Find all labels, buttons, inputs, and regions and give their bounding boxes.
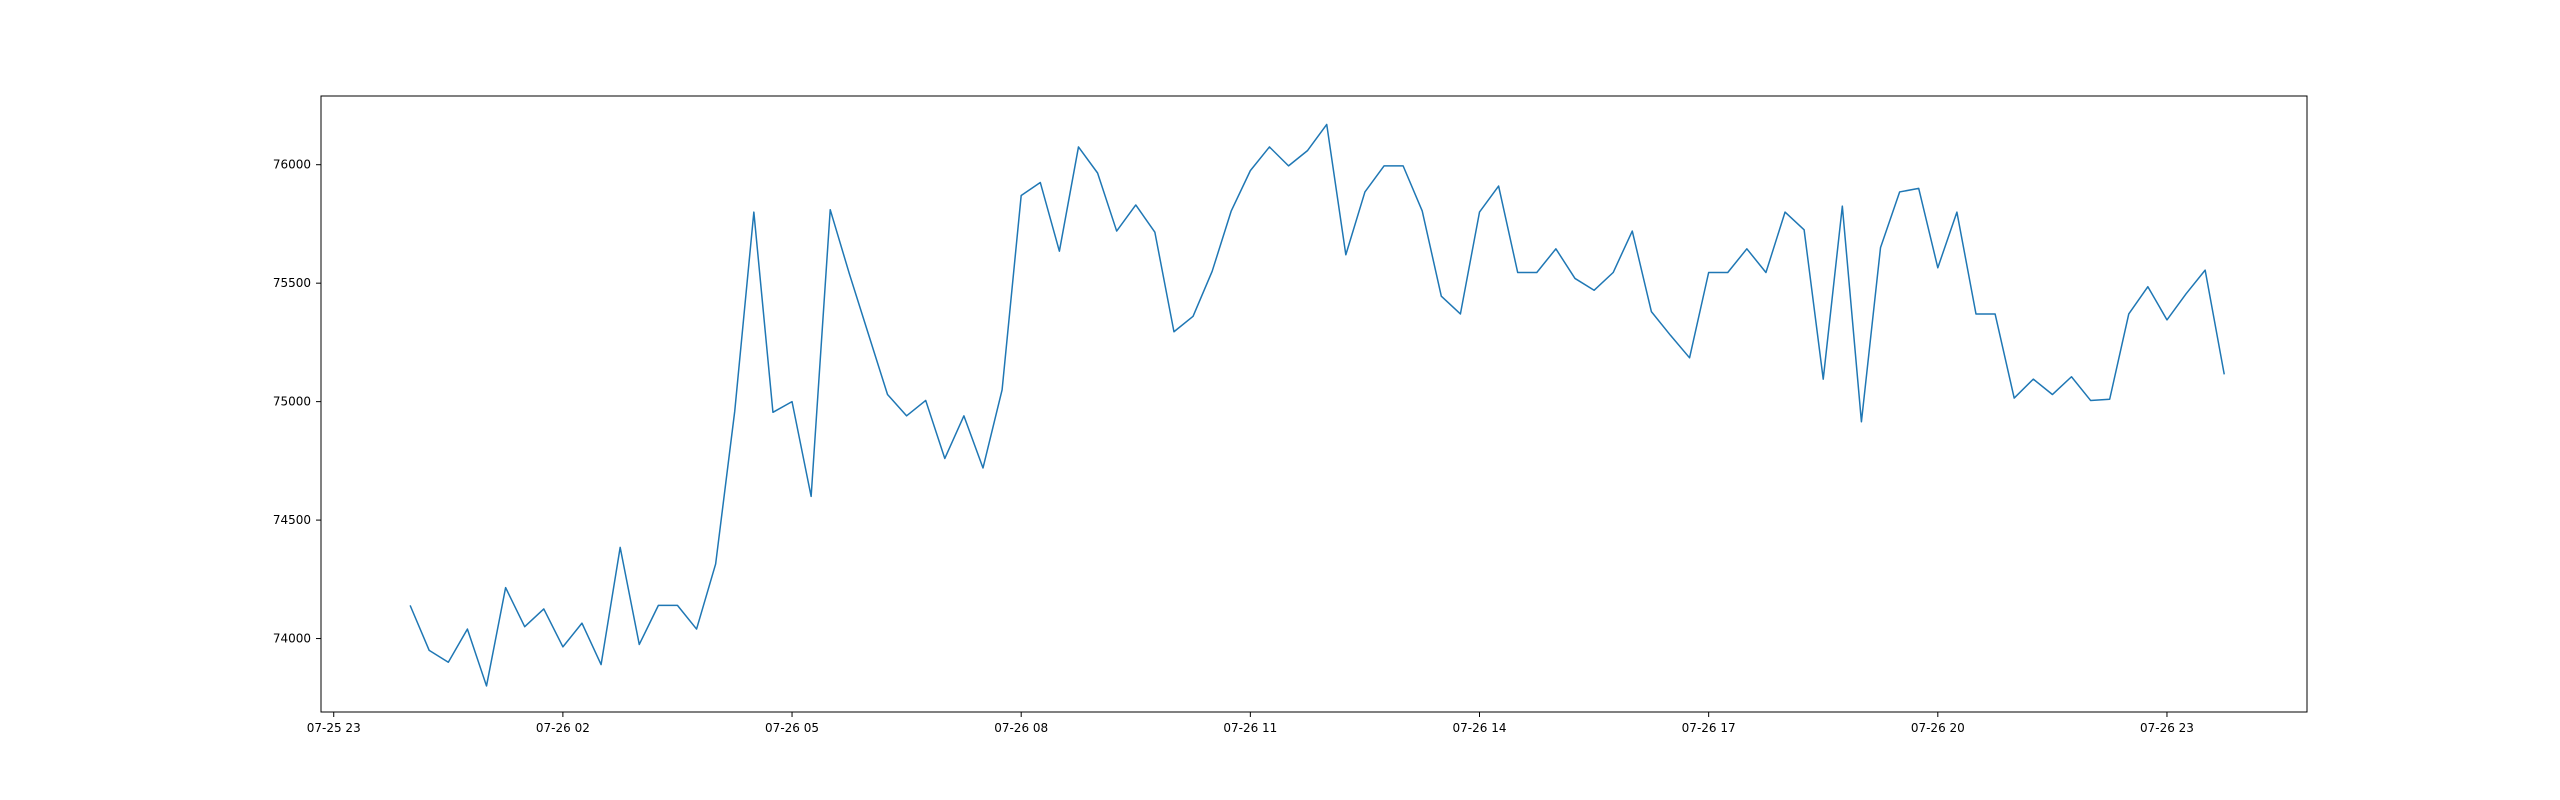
y-tick-label: 76000 xyxy=(273,158,311,172)
x-tick-label: 07-26 20 xyxy=(1911,721,1965,735)
plot-frame xyxy=(320,95,2308,713)
x-tick-label: 07-26 11 xyxy=(1223,721,1277,735)
x-tick-label: 07-26 05 xyxy=(765,721,819,735)
x-tick-label: 07-25 23 xyxy=(307,721,361,735)
y-tick-label: 74500 xyxy=(273,513,311,527)
x-tick-label: 07-26 17 xyxy=(1682,721,1736,735)
x-axis: 07-25 23 07-26 02 07-26 05 07-26 08 07-26 11… xyxy=(307,712,2194,735)
plot-area xyxy=(320,95,2308,713)
x-tick-label: 07-26 14 xyxy=(1453,721,1507,735)
x-tick-label: 07-26 02 xyxy=(536,721,590,735)
y-tick-label: 74000 xyxy=(273,632,311,646)
y-tick-label: 75000 xyxy=(273,395,311,409)
y-tick-label: 75500 xyxy=(273,276,311,290)
series-line xyxy=(409,123,2225,687)
x-tick-label: 07-26 08 xyxy=(994,721,1048,735)
y-axis: 74000 74500 75000 75500 76000 xyxy=(273,158,321,646)
x-tick-label: 07-26 23 xyxy=(2140,721,2194,735)
